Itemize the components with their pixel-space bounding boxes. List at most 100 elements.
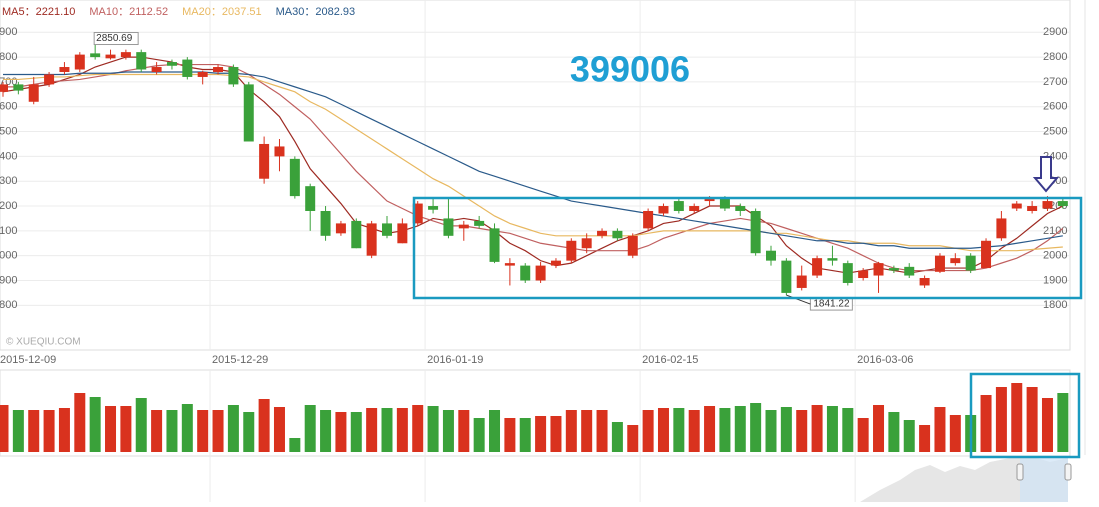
arrow (1032, 156, 1060, 193)
candle-body (812, 258, 823, 276)
volume-bar (765, 410, 777, 452)
candle-body (44, 74, 55, 85)
volume-bar (197, 410, 209, 452)
candle-body (842, 263, 853, 283)
x-tick-label: 2016-02-15 (642, 354, 698, 366)
candle-body (474, 220, 485, 226)
candle-body (13, 84, 24, 91)
volume-bar (166, 410, 178, 452)
y-tick-label: 2800 (1043, 51, 1067, 63)
legend-label: MA5：2221.10 (2, 6, 75, 18)
ma-line (3, 71, 1063, 249)
volume-bar (427, 406, 439, 452)
legend-value: 2221.10 (36, 6, 76, 18)
candle-body (658, 206, 669, 214)
volume-bar (611, 422, 623, 452)
y-tick-label: 2300 (0, 175, 17, 187)
candle-body (719, 198, 730, 209)
legend-label: MA20：2037.51 (182, 6, 262, 18)
volume-bar (58, 408, 70, 452)
candle-body (996, 218, 1007, 239)
volume-bar (366, 408, 378, 452)
volume-bar (627, 425, 639, 452)
candle-body (182, 59, 193, 77)
candle-body (673, 201, 684, 211)
volume-bar (120, 406, 132, 452)
volume-bar (135, 398, 147, 452)
candle-body (366, 223, 377, 256)
x-tick-label: 2016-03-06 (857, 354, 913, 366)
candle-body (382, 223, 392, 236)
volume-bar (888, 412, 900, 452)
x-tick-label: 2015-12-29 (212, 354, 268, 366)
volume-bar (412, 405, 424, 452)
x-tick-label: 2015-12-09 (0, 354, 56, 366)
volume-bar (442, 410, 454, 452)
volume-bar (704, 406, 716, 452)
candle-body (412, 203, 423, 224)
volume-bar (688, 410, 700, 452)
y-tick-label: 2100 (1043, 225, 1067, 237)
candle-body (965, 255, 976, 271)
volume-bar (489, 410, 501, 452)
candle-body (1027, 206, 1038, 211)
candle-body (28, 84, 39, 102)
candle-body (59, 67, 70, 72)
candle-body (919, 278, 930, 286)
candle-body (827, 258, 838, 261)
volume-bar (89, 397, 101, 452)
volume-bar (151, 410, 163, 452)
legend-value: 2082.93 (315, 6, 355, 18)
annotation-box (93, 32, 139, 46)
volume-bar (1057, 393, 1069, 452)
candle-body (504, 263, 515, 266)
volume-bar (1026, 387, 1038, 452)
legend-value: 2112.52 (129, 6, 168, 18)
candle-body (151, 67, 162, 72)
candle-body (320, 210, 331, 236)
candle-body (443, 218, 454, 236)
candle-body (904, 266, 915, 276)
y-tick-label: 2500 (0, 125, 17, 137)
candle-body (243, 84, 254, 142)
y-tick-label: 2000 (1043, 250, 1067, 262)
navigator-handle[interactable] (1016, 463, 1024, 481)
y-tick-label: 2700 (1043, 76, 1067, 88)
volume-bar (980, 395, 992, 452)
legend-separator: ： (304, 6, 315, 18)
y-tick-label: 1900 (1043, 274, 1067, 286)
volume-bar (1011, 383, 1023, 452)
volume-bar (565, 410, 577, 452)
volume-bar (243, 412, 255, 452)
candle-body (489, 228, 500, 262)
candle-body (934, 255, 945, 272)
candle-body (566, 240, 577, 261)
legend-separator: ： (25, 6, 36, 18)
volume-bar (350, 412, 362, 452)
volume-bar (381, 408, 393, 452)
volume-bar (919, 425, 931, 452)
navigator-handle[interactable] (1064, 463, 1072, 481)
y-tick-label: 2600 (0, 101, 17, 113)
volume-panel (0, 369, 1071, 457)
volume-bar (826, 406, 838, 452)
volume-bar (596, 410, 608, 452)
volume-bar (673, 408, 685, 452)
candle-body (274, 146, 285, 157)
highlight-box (412, 196, 1083, 300)
candle-body (105, 54, 116, 59)
candle-body (981, 240, 992, 269)
volume-bar (28, 410, 40, 452)
y-tick-label: 2400 (0, 150, 17, 162)
y-tick-label: 2900 (0, 26, 17, 38)
y-tick-label: 1800 (0, 299, 17, 311)
candle-body (289, 158, 300, 197)
volume-bar (796, 410, 808, 452)
candle-body (1011, 203, 1022, 209)
candle-body (1042, 201, 1053, 209)
candle-body (0, 84, 8, 92)
ma-line (3, 63, 1064, 272)
volume-bar (258, 399, 270, 452)
main-panel (0, 0, 1071, 351)
